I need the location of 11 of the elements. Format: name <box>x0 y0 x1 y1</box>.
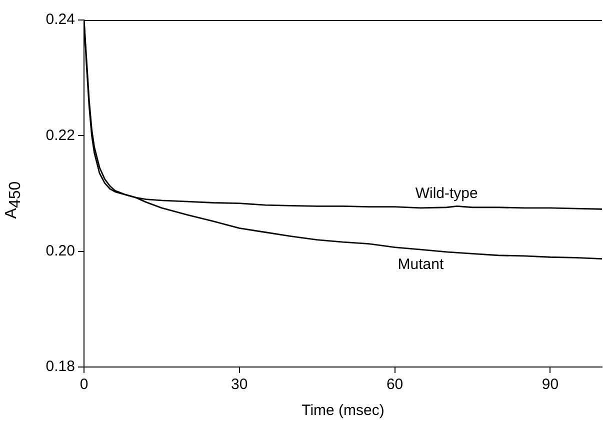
series-label: Mutant <box>398 256 444 274</box>
y-tick-label: 0.18 <box>46 358 75 376</box>
x-axis-title: Time (msec) <box>302 402 384 420</box>
y-tick-label: 0.20 <box>46 242 75 260</box>
x-tick-label: 60 <box>386 376 404 394</box>
y-tick-label: 0.24 <box>46 11 75 28</box>
x-tick-label: 30 <box>231 376 248 394</box>
y-tick-label: 0.22 <box>46 126 75 144</box>
x-tick-label: 90 <box>542 376 559 394</box>
x-tick-label: 0 <box>80 376 88 394</box>
series-label: Wild-type <box>415 185 478 202</box>
